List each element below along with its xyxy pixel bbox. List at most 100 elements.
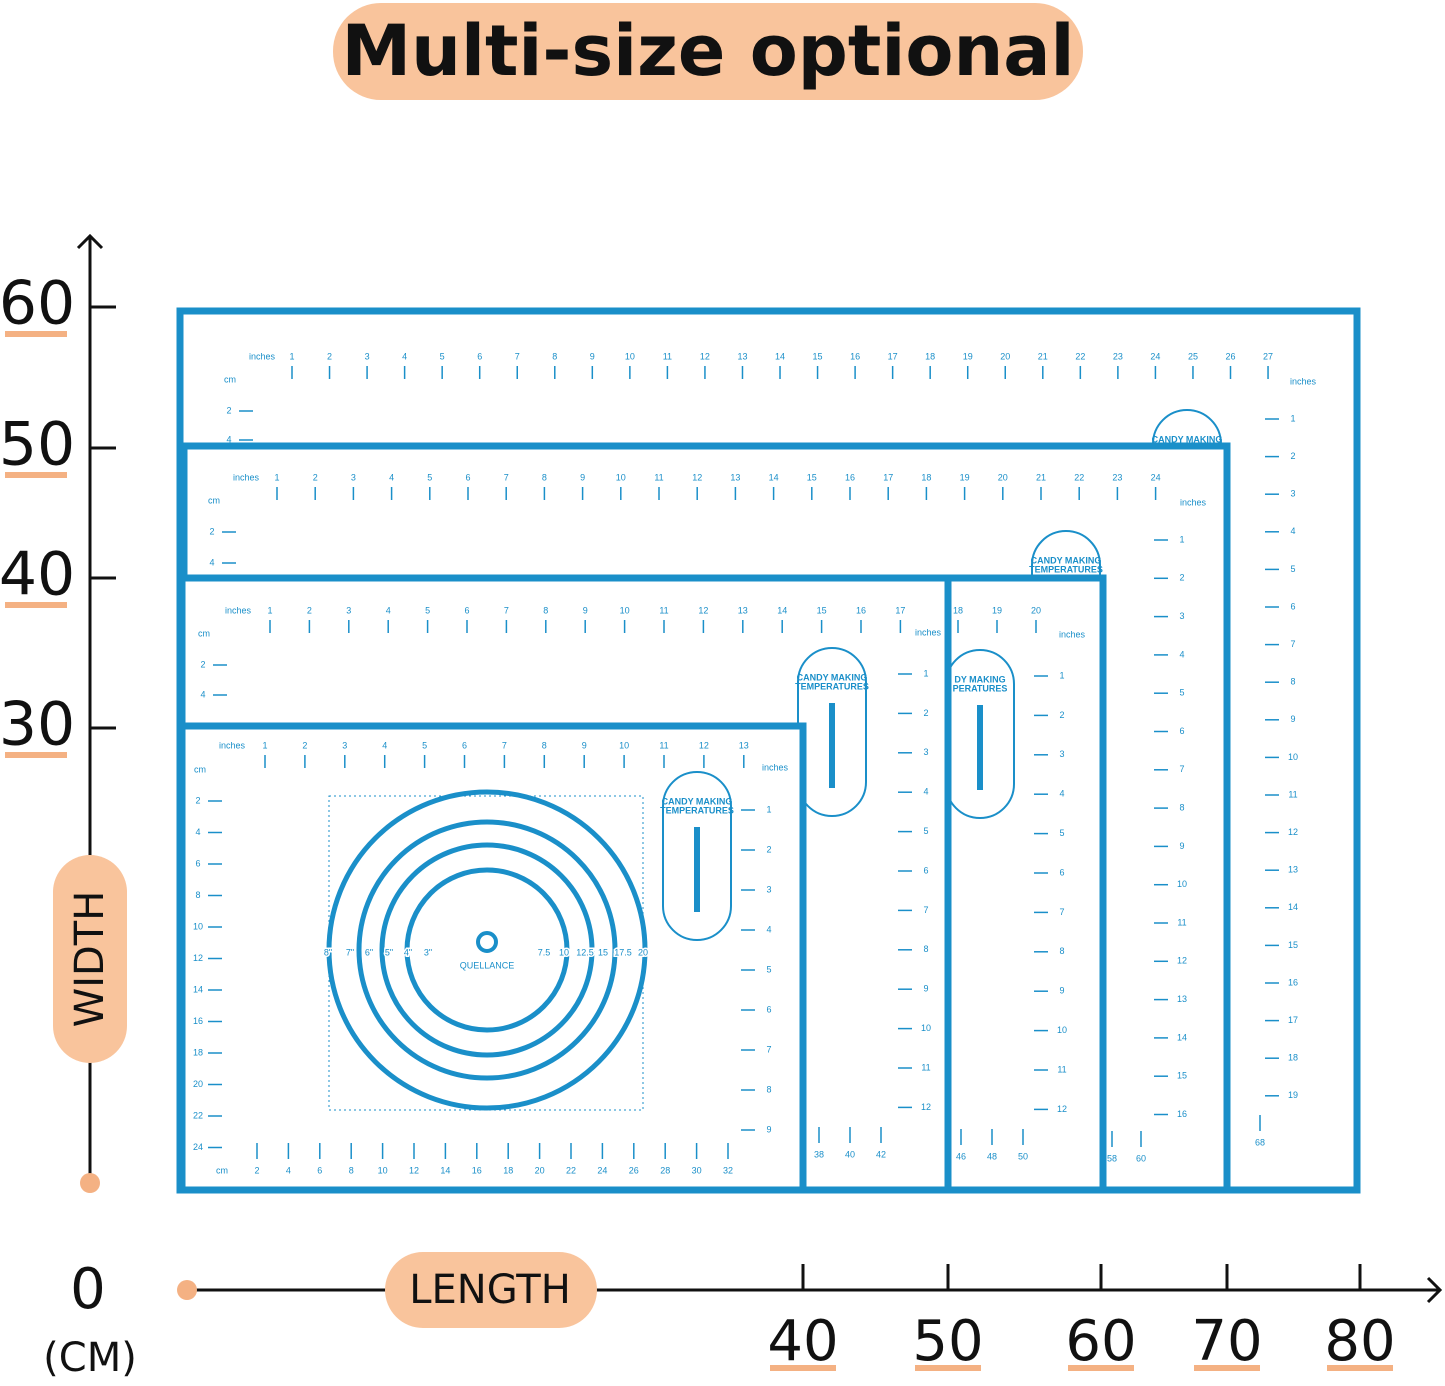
thermometer-badge bbox=[797, 647, 867, 817]
ruler-label: 22 bbox=[1075, 351, 1085, 361]
ruler-label: 4 bbox=[200, 689, 205, 699]
ruler-label: 10 bbox=[620, 605, 630, 615]
ruler-label: 14 bbox=[775, 351, 785, 361]
ruler-label: 8 bbox=[552, 351, 557, 361]
ruler-label: 38 bbox=[814, 1149, 824, 1159]
ruler-label: 12 bbox=[699, 740, 709, 750]
ruler-label: 2 bbox=[766, 844, 771, 854]
y-tick-label: 60 bbox=[0, 269, 75, 339]
ruler-label: 4 bbox=[1290, 526, 1295, 536]
ruler-label: 12 bbox=[193, 953, 203, 963]
ruler-label: 15 bbox=[817, 605, 827, 615]
ruler-label: 20 bbox=[1000, 351, 1010, 361]
ruler-label: 5 bbox=[425, 605, 430, 615]
x-arrow bbox=[1426, 1276, 1443, 1304]
ruler-label: 1 bbox=[766, 804, 771, 814]
ruler-label: 6 bbox=[477, 351, 482, 361]
ruler-label: 68 bbox=[1255, 1137, 1265, 1147]
ruler-label: 8 bbox=[542, 740, 547, 750]
ruler-label: 11 bbox=[1288, 789, 1297, 799]
ruler-label: 9 bbox=[590, 351, 595, 361]
ruler-label: 24 bbox=[1151, 472, 1161, 482]
ruler-label: 14 bbox=[1288, 902, 1298, 912]
ruler-label: 8 bbox=[766, 1084, 771, 1094]
ruler-label: 2 bbox=[302, 740, 307, 750]
ruler-label: 15 bbox=[813, 351, 823, 361]
circle-label: 5" bbox=[385, 947, 393, 957]
ruler-label: 24 bbox=[1150, 351, 1160, 361]
ruler-label: 14 bbox=[777, 605, 787, 615]
ruler-label: 7 bbox=[766, 1044, 771, 1054]
ruler-label: 28 bbox=[660, 1165, 670, 1175]
ruler-label: 10 bbox=[1057, 1025, 1067, 1035]
ruler-label: 18 bbox=[193, 1047, 203, 1057]
ruler-label: 13 bbox=[730, 472, 740, 482]
ruler-label: 2 bbox=[200, 659, 205, 669]
ruler-label: 2 bbox=[195, 795, 200, 805]
ruler-label: 15 bbox=[1288, 940, 1298, 950]
ruler-label: 18 bbox=[925, 351, 935, 361]
unit-label: inches bbox=[219, 740, 246, 750]
ruler-label: 10 bbox=[616, 472, 626, 482]
ruler-label: 8 bbox=[195, 890, 200, 900]
ruler-label: 6 bbox=[195, 858, 200, 868]
tick-underline bbox=[5, 602, 67, 608]
ruler-label: 18 bbox=[953, 605, 963, 615]
thermometer-badge bbox=[662, 771, 732, 941]
guide-circle bbox=[379, 842, 595, 1058]
ruler-label: 13 bbox=[1288, 865, 1298, 875]
ruler-label: 4 bbox=[195, 827, 200, 837]
ruler-label: 25 bbox=[1188, 351, 1198, 361]
ruler-label: 40 bbox=[845, 1149, 855, 1159]
circle-label: 15 bbox=[598, 947, 608, 957]
ruler-label: 2 bbox=[923, 708, 928, 718]
origin-unit: (CM) bbox=[43, 1335, 137, 1381]
ruler-label: 5 bbox=[1059, 828, 1064, 838]
ruler-label: 7 bbox=[502, 740, 507, 750]
ruler-label: 6 bbox=[1179, 726, 1184, 736]
ruler-label: 9 bbox=[582, 740, 587, 750]
mat-border bbox=[178, 722, 807, 1194]
ruler-label: 9 bbox=[923, 984, 928, 994]
y-dot bbox=[80, 1173, 100, 1193]
brand: QUELLANCE bbox=[460, 960, 515, 970]
x-tick-label: 70 bbox=[1191, 1309, 1262, 1374]
ruler-label: 2 bbox=[226, 405, 231, 415]
title-pill bbox=[333, 3, 1083, 100]
ruler-label: 4 bbox=[286, 1165, 291, 1175]
ruler-label: 32 bbox=[723, 1165, 733, 1175]
mat-border bbox=[944, 574, 1107, 1194]
length-pill bbox=[385, 1252, 597, 1328]
x-tick-label: 80 bbox=[1324, 1309, 1395, 1374]
ruler-label: 6 bbox=[766, 1004, 771, 1014]
tick-underline bbox=[915, 1365, 981, 1371]
ruler-label: 5 bbox=[440, 351, 445, 361]
ruler-label: 8 bbox=[1059, 946, 1064, 956]
ruler-label: 8 bbox=[349, 1165, 354, 1175]
badge-text: CANDY MAKING bbox=[662, 796, 733, 806]
ruler-label: 16 bbox=[850, 351, 860, 361]
ruler-label: 16 bbox=[472, 1165, 482, 1175]
unit-label: inches bbox=[249, 351, 276, 361]
ruler-label: 11 bbox=[663, 351, 672, 361]
ruler-label: 2 bbox=[254, 1165, 259, 1175]
ruler-label: 18 bbox=[503, 1165, 513, 1175]
unit-label: inches bbox=[1290, 376, 1317, 386]
unit-label: cm bbox=[216, 1165, 228, 1175]
ruler-label: 3 bbox=[346, 605, 351, 615]
ruler-label: 22 bbox=[1074, 472, 1084, 482]
ruler-label: 15 bbox=[807, 472, 817, 482]
ruler-label: 19 bbox=[1288, 1090, 1298, 1100]
ruler-label: 27 bbox=[1263, 351, 1273, 361]
unit-label: inches bbox=[762, 762, 789, 772]
ruler-label: 22 bbox=[566, 1165, 576, 1175]
circle-label: 6" bbox=[365, 947, 373, 957]
ruler-label: 24 bbox=[597, 1165, 607, 1175]
ruler-label: 17 bbox=[895, 605, 905, 615]
ruler-label: 12 bbox=[1288, 827, 1298, 837]
ruler-label: 5 bbox=[766, 964, 771, 974]
ruler-label: 10 bbox=[378, 1165, 388, 1175]
ruler-label: 3 bbox=[1290, 489, 1295, 499]
